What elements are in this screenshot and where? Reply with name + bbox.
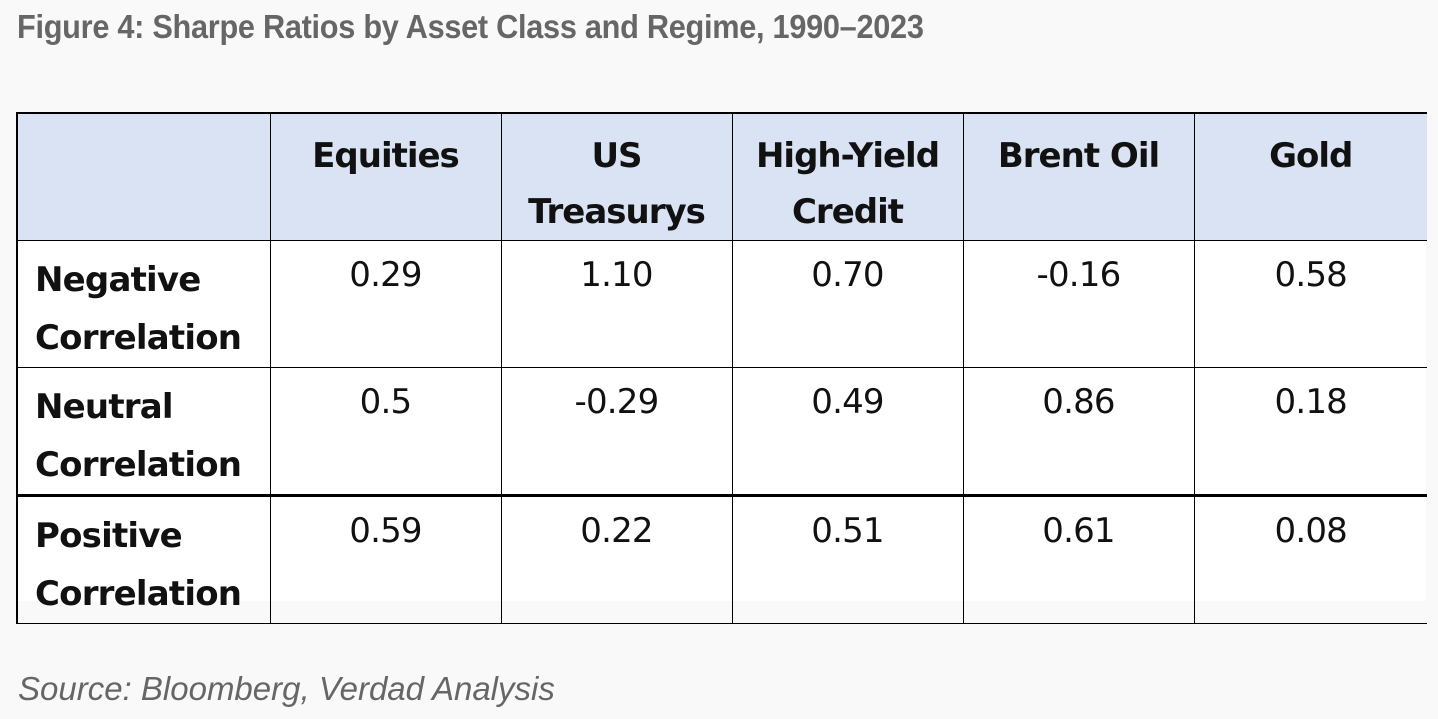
column-header-gold: Gold: [1193, 112, 1427, 241]
cell-value: 0.49: [731, 367, 964, 496]
cell-value: -0.16: [962, 240, 1195, 368]
cell-value: 0.29: [269, 240, 502, 368]
row-header-line: Correlation: [35, 318, 242, 358]
column-header-brent-oil: Brent Oil: [962, 112, 1195, 241]
cell-value: 0.86: [962, 367, 1195, 496]
column-header-line: High-Yield: [755, 136, 940, 176]
column-header-line: US: [591, 136, 642, 176]
column-header-us-treasurys: US Treasurys: [500, 112, 733, 241]
column-header-equities: Equities: [269, 112, 502, 241]
row-header-line: Positive: [35, 516, 183, 556]
table-row-negative-correlation: Negative Correlation 0.29 1.10 0.70 -0.1…: [16, 240, 1427, 368]
row-header-line: Correlation: [35, 445, 242, 485]
source-note: Source: Bloomberg, Verdad Analysis: [18, 670, 555, 707]
row-header-line: Neutral: [35, 387, 174, 427]
cell-value: 1.10: [500, 240, 733, 368]
cell-value: 0.61: [962, 494, 1195, 624]
column-header-line: Brent Oil: [997, 136, 1160, 176]
column-header-line: Credit: [791, 192, 904, 232]
cell-value: 0.58: [1193, 240, 1427, 368]
sharpe-table-container: Equities US Treasurys High-Yield Credit …: [16, 112, 1427, 624]
figure-title: Figure 4: Sharpe Ratios by Asset Class a…: [17, 8, 924, 45]
cell-value: 0.70: [731, 240, 964, 368]
column-header-high-yield-credit: High-Yield Credit: [731, 112, 964, 241]
cell-value: 0.51: [731, 494, 964, 624]
row-header-line: Negative: [35, 260, 201, 300]
corner-cell: [16, 112, 271, 241]
sharpe-ratio-table: Equities US Treasurys High-Yield Credit …: [16, 112, 1427, 624]
column-header-line: Gold: [1269, 136, 1353, 176]
cell-value: 0.22: [500, 494, 733, 624]
table-row-positive-correlation: Positive Correlation 0.59 0.22 0.51 0.61…: [16, 494, 1427, 624]
cell-value: 0.18: [1193, 367, 1427, 496]
cell-value: -0.29: [500, 367, 733, 496]
header-row: Equities US Treasurys High-Yield Credit …: [16, 112, 1427, 241]
column-header-line: Equities: [312, 136, 460, 176]
row-header-positive-correlation: Positive Correlation: [16, 494, 271, 624]
column-header-line: Treasurys: [528, 192, 706, 232]
cell-value: 0.5: [269, 367, 502, 496]
row-header-line: Correlation: [35, 574, 242, 614]
table-row-neutral-correlation: Neutral Correlation 0.5 -0.29 0.49 0.86 …: [16, 367, 1427, 496]
cell-value: 0.59: [269, 494, 502, 624]
row-header-negative-correlation: Negative Correlation: [16, 240, 271, 368]
cell-value: 0.08: [1193, 494, 1427, 624]
row-header-neutral-correlation: Neutral Correlation: [16, 367, 271, 496]
